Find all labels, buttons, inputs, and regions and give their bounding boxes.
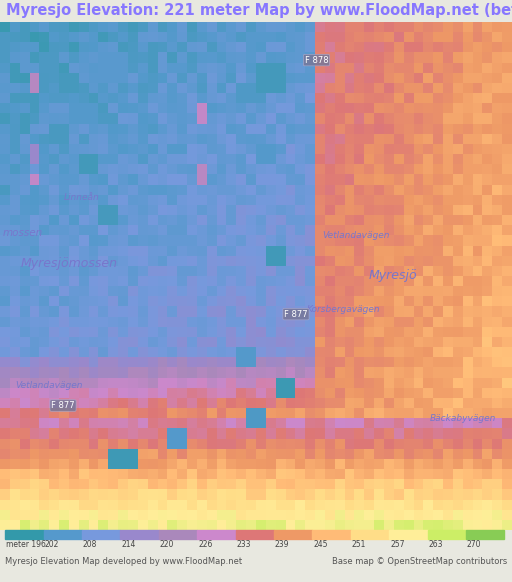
Text: Myresjö: Myresjö bbox=[369, 269, 417, 282]
Text: Vetlandavägen: Vetlandavägen bbox=[15, 381, 83, 390]
Text: Myresjömossen: Myresjömossen bbox=[20, 257, 117, 270]
Bar bbox=[466, 530, 504, 538]
Text: 263: 263 bbox=[429, 540, 443, 549]
Text: Base map © OpenStreetMap contributors: Base map © OpenStreetMap contributors bbox=[332, 556, 507, 566]
Text: Myresjo Elevation Map developed by www.FloodMap.net: Myresjo Elevation Map developed by www.F… bbox=[5, 556, 242, 566]
Bar bbox=[312, 530, 351, 538]
Text: 239: 239 bbox=[275, 540, 289, 549]
Text: F 877: F 877 bbox=[51, 401, 75, 410]
Text: Vetlandavägen: Vetlandavägen bbox=[323, 231, 390, 240]
Text: meter 196: meter 196 bbox=[6, 540, 46, 549]
Text: 233: 233 bbox=[237, 540, 251, 549]
Text: 220: 220 bbox=[160, 540, 174, 549]
Bar bbox=[197, 530, 236, 538]
Bar bbox=[428, 530, 466, 538]
Bar bbox=[236, 530, 274, 538]
Text: 270: 270 bbox=[467, 540, 481, 549]
Text: F 878: F 878 bbox=[305, 56, 328, 65]
Text: 245: 245 bbox=[313, 540, 328, 549]
Bar bbox=[351, 530, 389, 538]
Text: Korsbergavägen: Korsbergavägen bbox=[307, 304, 381, 314]
Text: mossen: mossen bbox=[3, 228, 43, 238]
Text: Myresjo Elevation: 221 meter Map by www.FloodMap.net (beta): Myresjo Elevation: 221 meter Map by www.… bbox=[6, 3, 512, 19]
Bar bbox=[389, 530, 428, 538]
Text: 257: 257 bbox=[390, 540, 404, 549]
Bar bbox=[274, 530, 312, 538]
Text: 202: 202 bbox=[45, 540, 59, 549]
Bar bbox=[159, 530, 197, 538]
Text: 214: 214 bbox=[121, 540, 136, 549]
Bar bbox=[82, 530, 120, 538]
Bar bbox=[5, 530, 44, 538]
Bar bbox=[120, 530, 159, 538]
Text: F 877: F 877 bbox=[284, 310, 308, 318]
Bar bbox=[44, 530, 82, 538]
Text: 208: 208 bbox=[83, 540, 97, 549]
Text: Linneån: Linneån bbox=[64, 193, 100, 202]
Text: 251: 251 bbox=[352, 540, 366, 549]
Text: Bäckabyvägen: Bäckabyvägen bbox=[430, 414, 497, 423]
Text: 226: 226 bbox=[198, 540, 212, 549]
